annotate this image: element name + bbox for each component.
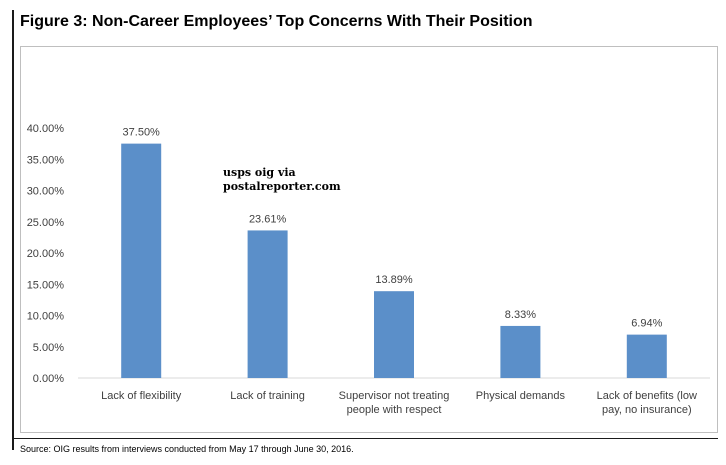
data-label: 6.94% xyxy=(631,318,662,330)
category-label: Supervisor not treating people with respe… xyxy=(339,390,450,416)
bar xyxy=(247,230,288,378)
y-tick-label: 25.00% xyxy=(27,217,65,229)
bar xyxy=(121,143,162,378)
category-label-line: Lack of benefits (low xyxy=(597,390,697,402)
y-tick-label: 10.00% xyxy=(27,311,65,323)
y-tick-label: 35.00% xyxy=(27,154,65,166)
category-label-line: Supervisor not treating xyxy=(339,390,450,402)
data-label: 23.61% xyxy=(249,213,287,225)
category-label: Lack of flexibility xyxy=(101,390,182,402)
y-tick-label: 40.00% xyxy=(27,123,65,135)
bar xyxy=(500,325,541,378)
source-note: Source: OIG results from interviews cond… xyxy=(20,444,354,454)
category-label: Lack of training xyxy=(230,390,305,402)
bottom-rule xyxy=(12,438,718,439)
bar xyxy=(374,291,414,378)
category-label-line: Lack of flexibility xyxy=(101,390,182,402)
y-tick-label: 5.00% xyxy=(33,342,64,354)
category-label: Physical demands xyxy=(476,390,566,402)
bar xyxy=(626,334,667,378)
chart-frame xyxy=(20,46,718,433)
y-tick-label: 20.00% xyxy=(27,248,65,260)
category-label-line: pay, no insurance) xyxy=(602,404,692,416)
category-label-line: Physical demands xyxy=(476,390,566,402)
category-label-line: people with respect xyxy=(347,404,442,416)
watermark-line-2: postalreporter.com xyxy=(223,180,341,193)
y-tick-label: 0.00% xyxy=(33,373,64,385)
data-label: 37.50% xyxy=(123,127,161,139)
left-rule xyxy=(12,10,14,450)
y-tick-label: 15.00% xyxy=(27,279,65,291)
category-label-line: Lack of training xyxy=(230,390,305,402)
watermark-line-1: usps oig via xyxy=(223,166,296,179)
data-label: 13.89% xyxy=(375,274,413,286)
figure-title: Figure 3: Non-Career Employees’ Top Conc… xyxy=(20,13,533,30)
watermark-text: usps oig via postalreporter.com xyxy=(223,166,341,194)
category-label: Lack of benefits (low pay, no insurance) xyxy=(597,390,697,416)
y-tick-label: 30.00% xyxy=(27,186,65,198)
data-label: 8.33% xyxy=(505,309,536,321)
